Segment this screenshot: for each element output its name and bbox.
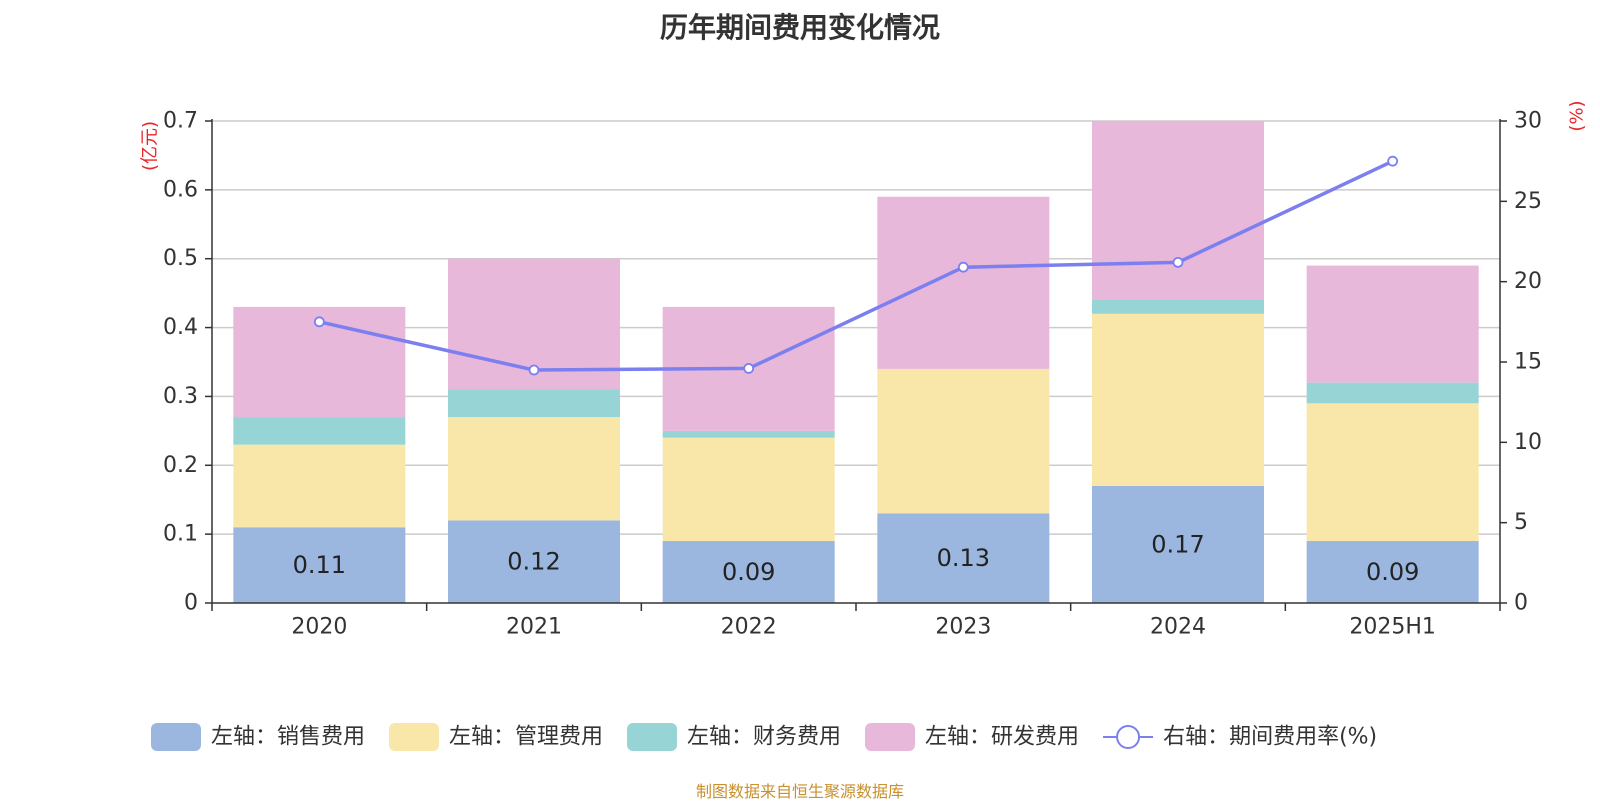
left-axis-unit: (亿元) [140,121,161,171]
chart-title: 历年期间费用变化情况 [659,11,940,44]
left-axis-tick-label: 0.5 [163,246,198,271]
x-axis-tick-label: 2022 [721,615,777,640]
bar-data-label: 0.12 [507,548,560,576]
bar-segment-3 [233,417,406,445]
bar-segment-1 [662,541,835,603]
left-axis-tick-label: 0.2 [163,453,198,478]
bar-data-label: 0.09 [722,558,775,586]
bar-data-label: 0.11 [293,551,346,579]
right-axis-tick-label: 10 [1514,430,1542,455]
x-axis-tick-label: 2023 [935,615,991,640]
bar-segment-3 [1306,382,1479,404]
expense-rate-point [743,363,755,374]
left-axis-tick-label: 0.4 [163,315,198,340]
right-axis-tick-label: 20 [1514,269,1542,294]
bar-segment-2 [448,417,620,521]
bar-data-label: 0.13 [937,544,990,572]
left-axis-tick-label: 0.1 [163,522,198,547]
bar-segment-1 [448,520,620,603]
legend-label-2: 左轴：管理费用 [449,725,603,750]
bar-segment-4 [877,196,1050,369]
bar-segment-1 [1306,541,1479,603]
right-axis-tick-label: 15 [1514,350,1542,375]
x-axis-tick-label: 2020 [291,615,347,640]
legend-swatch-4 [865,723,916,751]
bar-segment-2 [877,368,1050,514]
x-axis-tick-label: 2025H1 [1349,615,1436,640]
expense-rate-point [957,261,969,273]
legend-swatch-3 [627,723,678,751]
bar-segment-3 [448,389,620,418]
bar-segment-2 [1092,313,1264,486]
left-axis-tick-label: 0.6 [163,177,198,202]
right-axis-tick-label: 30 [1514,109,1542,134]
bar-segment-2 [662,437,835,542]
bar-segment-4 [1092,121,1264,301]
data-source-note: 制图数据来自恒生聚源数据库 [695,782,904,801]
legend-marker [1116,725,1141,749]
left-axis-tick-label: 0.7 [163,109,198,134]
x-axis-tick-label: 2021 [506,615,562,640]
x-axis-tick-label: 2024 [1150,615,1206,640]
bar-segment-3 [662,430,835,438]
bar-data-label: 0.17 [1151,530,1204,558]
legend-swatch-2 [389,723,440,751]
bar-segment-1 [1092,485,1264,603]
right-axis-tick-label: 5 [1514,510,1528,535]
expense-rate-point [1172,256,1184,268]
bar-segment-1 [877,513,1050,603]
bar-segment-3 [1092,300,1264,314]
bar-segment-4 [1306,265,1479,383]
bar-segment-2 [233,444,406,528]
legend-swatch-1 [151,723,201,751]
expense-rate-line [318,159,1394,372]
right-axis-tick-label: 0 [1514,591,1528,616]
expense-rate-point [1387,155,1399,167]
legend-label-3: 左轴：财务费用 [687,725,841,750]
legend-label-4: 左轴：研发费用 [925,725,1079,750]
left-axis-tick-label: 0 [184,591,198,616]
legend-label-1: 左轴：销售费用 [211,725,365,750]
right-axis-tick-label: 25 [1514,189,1542,214]
expense-rate-point [528,364,540,376]
bar-segment-2 [1306,403,1479,542]
right-axis-unit: (%) [1567,100,1588,131]
legend-label-5: 右轴：期间费用率(%) [1163,725,1377,750]
left-axis-tick-label: 0.3 [163,384,198,409]
bar-data-label: 0.09 [1366,558,1419,586]
bar-segment-1 [233,527,406,603]
expense-rate-point [313,316,325,328]
